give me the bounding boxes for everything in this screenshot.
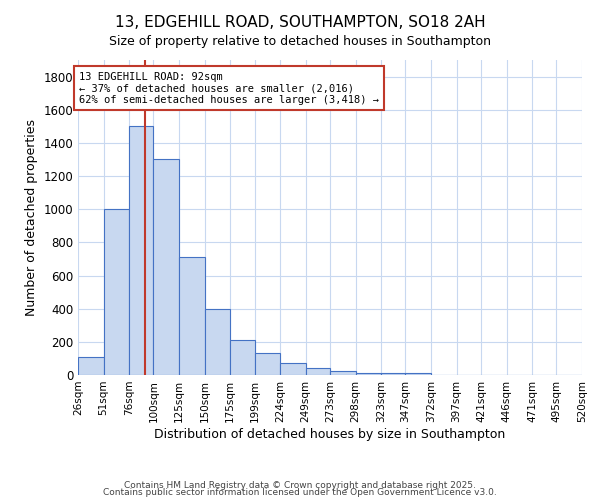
- Bar: [129, 126, 154, 375]
- Bar: [356, 374, 381, 375]
- Text: Contains public sector information licensed under the Open Government Licence v3: Contains public sector information licen…: [103, 488, 497, 497]
- Bar: [154, 160, 179, 375]
- Text: Size of property relative to detached houses in Southampton: Size of property relative to detached ho…: [109, 35, 491, 48]
- Bar: [104, 209, 129, 375]
- Text: 13 EDGEHILL ROAD: 92sqm
← 37% of detached houses are smaller (2,016)
62% of semi: 13 EDGEHILL ROAD: 92sqm ← 37% of detache…: [79, 72, 379, 105]
- Bar: [205, 308, 230, 375]
- Text: Contains HM Land Registry data © Crown copyright and database right 2025.: Contains HM Land Registry data © Crown c…: [124, 480, 476, 490]
- Bar: [230, 340, 254, 375]
- Bar: [305, 368, 330, 375]
- Bar: [78, 357, 104, 375]
- Y-axis label: Number of detached properties: Number of detached properties: [25, 119, 38, 316]
- Bar: [330, 371, 356, 375]
- Bar: [280, 362, 305, 375]
- Text: 13, EDGEHILL ROAD, SOUTHAMPTON, SO18 2AH: 13, EDGEHILL ROAD, SOUTHAMPTON, SO18 2AH: [115, 15, 485, 30]
- Bar: [254, 354, 280, 375]
- X-axis label: Distribution of detached houses by size in Southampton: Distribution of detached houses by size …: [154, 428, 506, 440]
- Bar: [179, 258, 205, 375]
- Bar: [381, 372, 406, 375]
- Bar: [406, 372, 431, 375]
